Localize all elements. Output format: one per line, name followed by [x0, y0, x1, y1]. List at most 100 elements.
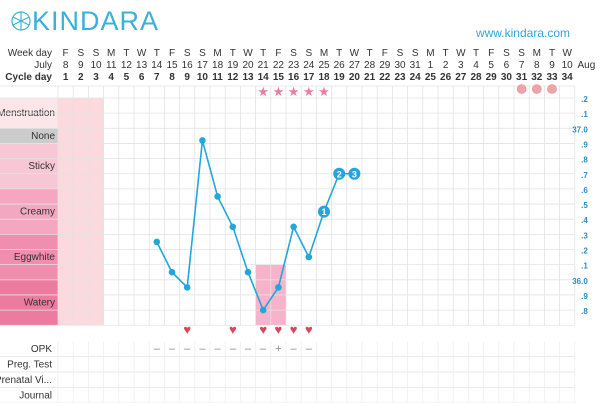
header-cell: 17	[303, 72, 315, 83]
header-cell: 25	[425, 72, 437, 83]
header-cell: M	[533, 48, 541, 59]
header-cell: 34	[562, 72, 574, 83]
header-cell: F	[382, 48, 388, 59]
bottom-row-label: Prenatal Vi...	[0, 375, 52, 386]
temperature-point-label: 2	[337, 169, 342, 179]
header-cell: 8	[169, 72, 175, 83]
header-cell: 31	[410, 60, 422, 71]
header-cell: T	[473, 48, 479, 59]
intercourse-heart-icon: ♥	[259, 322, 267, 337]
fluid-label: Sticky	[28, 161, 55, 172]
header-cell: M	[107, 48, 115, 59]
temperature-point[interactable]	[244, 268, 252, 276]
bottom-row-label: Preg. Test	[7, 360, 52, 371]
temperature-point[interactable]	[318, 205, 330, 218]
temperature-point-label: 1	[321, 207, 326, 217]
header-cell: 18	[212, 60, 224, 71]
temperature-point[interactable]	[229, 223, 237, 231]
header-cell: 9	[184, 72, 190, 83]
header-cell: 21	[364, 72, 376, 83]
header-cell: 25	[318, 60, 330, 71]
bottom-row-label: OPK	[31, 344, 52, 355]
website-link[interactable]: www.kindara.com	[475, 26, 570, 40]
fertility-star-icon: ★	[303, 84, 315, 99]
header-cell: 31	[516, 72, 528, 83]
fertility-star-icon: ★	[273, 84, 285, 99]
temp-scale-label: .2	[581, 247, 588, 256]
header-cell: T	[367, 48, 373, 59]
temperature-point[interactable]	[183, 284, 191, 291]
header-cell: S	[503, 48, 510, 59]
header-cell: 27	[349, 60, 361, 71]
header-cell: 5	[124, 72, 130, 83]
header-cell: 30	[501, 72, 513, 83]
opk-result: –	[245, 343, 252, 355]
header-cell: 5	[488, 60, 494, 71]
temp-scale-label: .5	[581, 201, 588, 210]
header-cell: T	[123, 48, 129, 59]
header-cell: S	[77, 48, 84, 59]
fertility-star-icon: ★	[288, 84, 300, 99]
header-cell: 30	[394, 60, 406, 71]
menstruation-shade	[73, 98, 89, 326]
temperature-point[interactable]	[199, 137, 206, 144]
header-cell: T	[154, 48, 160, 59]
header-cell: 14	[151, 60, 163, 71]
header-cell: 9	[78, 60, 84, 71]
header-cell: 18	[318, 72, 330, 83]
fluid-label: Eggwhite	[14, 252, 56, 263]
fluid-band	[0, 279, 58, 326]
temperature-point[interactable]	[259, 306, 267, 314]
header-cell: 10	[562, 60, 574, 71]
intercourse-heart-icon: ♥	[275, 322, 283, 337]
kindara-flower-icon	[11, 11, 31, 31]
opk-result: –	[215, 343, 222, 355]
fluid-band	[0, 234, 58, 280]
temp-scale-label: .9	[581, 140, 588, 149]
header-cell: W	[456, 48, 466, 59]
header-cell: 19	[227, 60, 239, 71]
opk-result: –	[169, 343, 176, 355]
temperature-point[interactable]	[348, 167, 361, 180]
header-cell: S	[412, 48, 419, 59]
header-cell: 6	[139, 72, 145, 83]
header-cell: S	[93, 48, 100, 59]
header-cell: 22	[379, 72, 391, 83]
intercourse-heart-icon: ♥	[290, 322, 298, 337]
temperature-point[interactable]	[168, 268, 176, 276]
temperature-point[interactable]	[305, 253, 313, 261]
opk-result: –	[230, 343, 237, 355]
temperature-point[interactable]	[153, 238, 161, 246]
header-cell: W	[137, 48, 147, 59]
header-cell: 28	[364, 60, 376, 71]
header-cell: 13	[242, 72, 254, 83]
header-cell: 32	[531, 72, 543, 83]
header-cell: W	[243, 48, 253, 59]
temperature-point[interactable]	[214, 193, 221, 200]
header-label-1: July	[34, 60, 52, 71]
temperature-point[interactable]	[333, 167, 346, 180]
menstruation-shade	[58, 98, 74, 326]
header-cell: 3	[458, 60, 464, 71]
header-cell: S	[290, 48, 297, 59]
temp-scale-label: .1	[581, 262, 588, 271]
temperature-point[interactable]	[290, 223, 297, 231]
fertility-star-icon: ★	[318, 84, 330, 99]
header-cell: 26	[334, 60, 346, 71]
header-cell: T	[336, 48, 342, 59]
header-cell: W	[562, 48, 572, 59]
header-cell: 11	[212, 72, 223, 83]
fluid-label: Watery	[24, 298, 55, 309]
opk-result: –	[199, 343, 206, 355]
temperature-line	[156, 140, 355, 312]
temp-scale-label: 37.0	[572, 125, 588, 134]
header-cell: 8	[63, 60, 69, 71]
fluid-label: None	[31, 131, 55, 142]
predicted-period-dot	[516, 84, 527, 94]
temp-scale-label: .1	[581, 110, 588, 119]
header-cell: 8	[534, 60, 540, 71]
header-cell: F	[488, 48, 494, 59]
header-cell: 4	[473, 60, 479, 71]
temperature-point[interactable]	[275, 284, 282, 291]
